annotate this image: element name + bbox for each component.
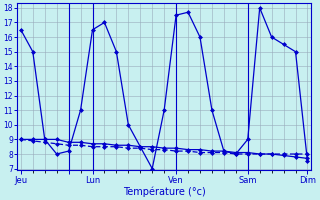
X-axis label: Température (°c): Température (°c) xyxy=(123,186,205,197)
